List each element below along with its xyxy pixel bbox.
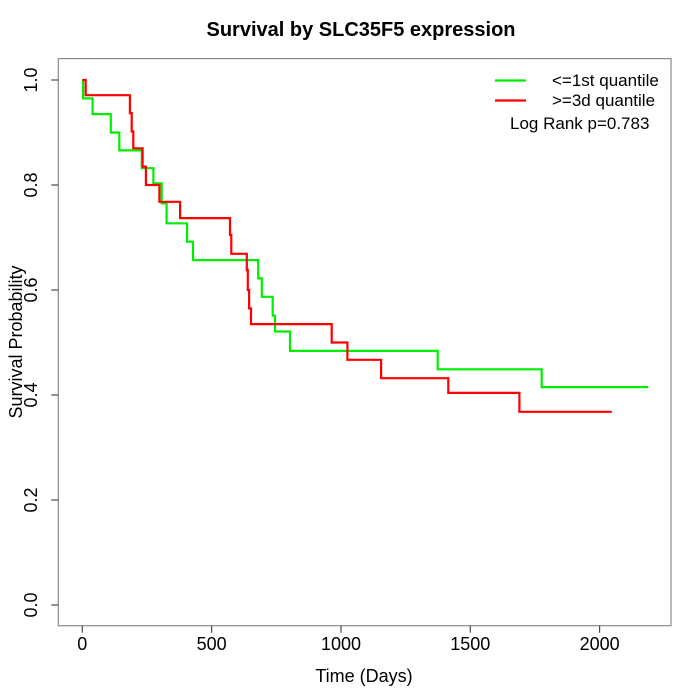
chart-title: Survival by SLC35F5 expression [206, 19, 515, 41]
plot-box [57, 57, 672, 627]
survival-curves [82, 78, 649, 413]
survival-curve-red [82, 78, 612, 413]
y-tick-label: 0.4 [21, 382, 41, 407]
y-tick-label: 0.6 [21, 277, 41, 302]
x-tick-label: 500 [197, 634, 227, 654]
legend-label-third-quantile: >=3d quantile [552, 91, 655, 110]
survival-curve-green [82, 78, 649, 389]
x-tick-label: 1500 [450, 634, 490, 654]
y-tick-label: 0.2 [21, 487, 41, 512]
x-tick-label: 1000 [321, 634, 361, 654]
y-tick-label: 0.0 [21, 592, 41, 617]
axes: 0 500 1000 1500 2000 0.0 0.2 0.4 0.6 0.8 1.0 [21, 57, 672, 654]
x-axis-title: Time (Days) [315, 666, 412, 686]
legend: <=1st quantile >=3d quantile Log Rank p=… [495, 71, 659, 133]
y-axis-title: Survival Probability [6, 265, 26, 418]
legend-label-first-quantile: <=1st quantile [552, 71, 659, 90]
y-tick-label: 0.8 [21, 172, 41, 197]
x-tick-label: 0 [77, 634, 87, 654]
x-tick-label: 2000 [580, 634, 620, 654]
y-tick-label: 1.0 [21, 67, 41, 92]
log-rank-p-value: Log Rank p=0.783 [510, 114, 649, 133]
